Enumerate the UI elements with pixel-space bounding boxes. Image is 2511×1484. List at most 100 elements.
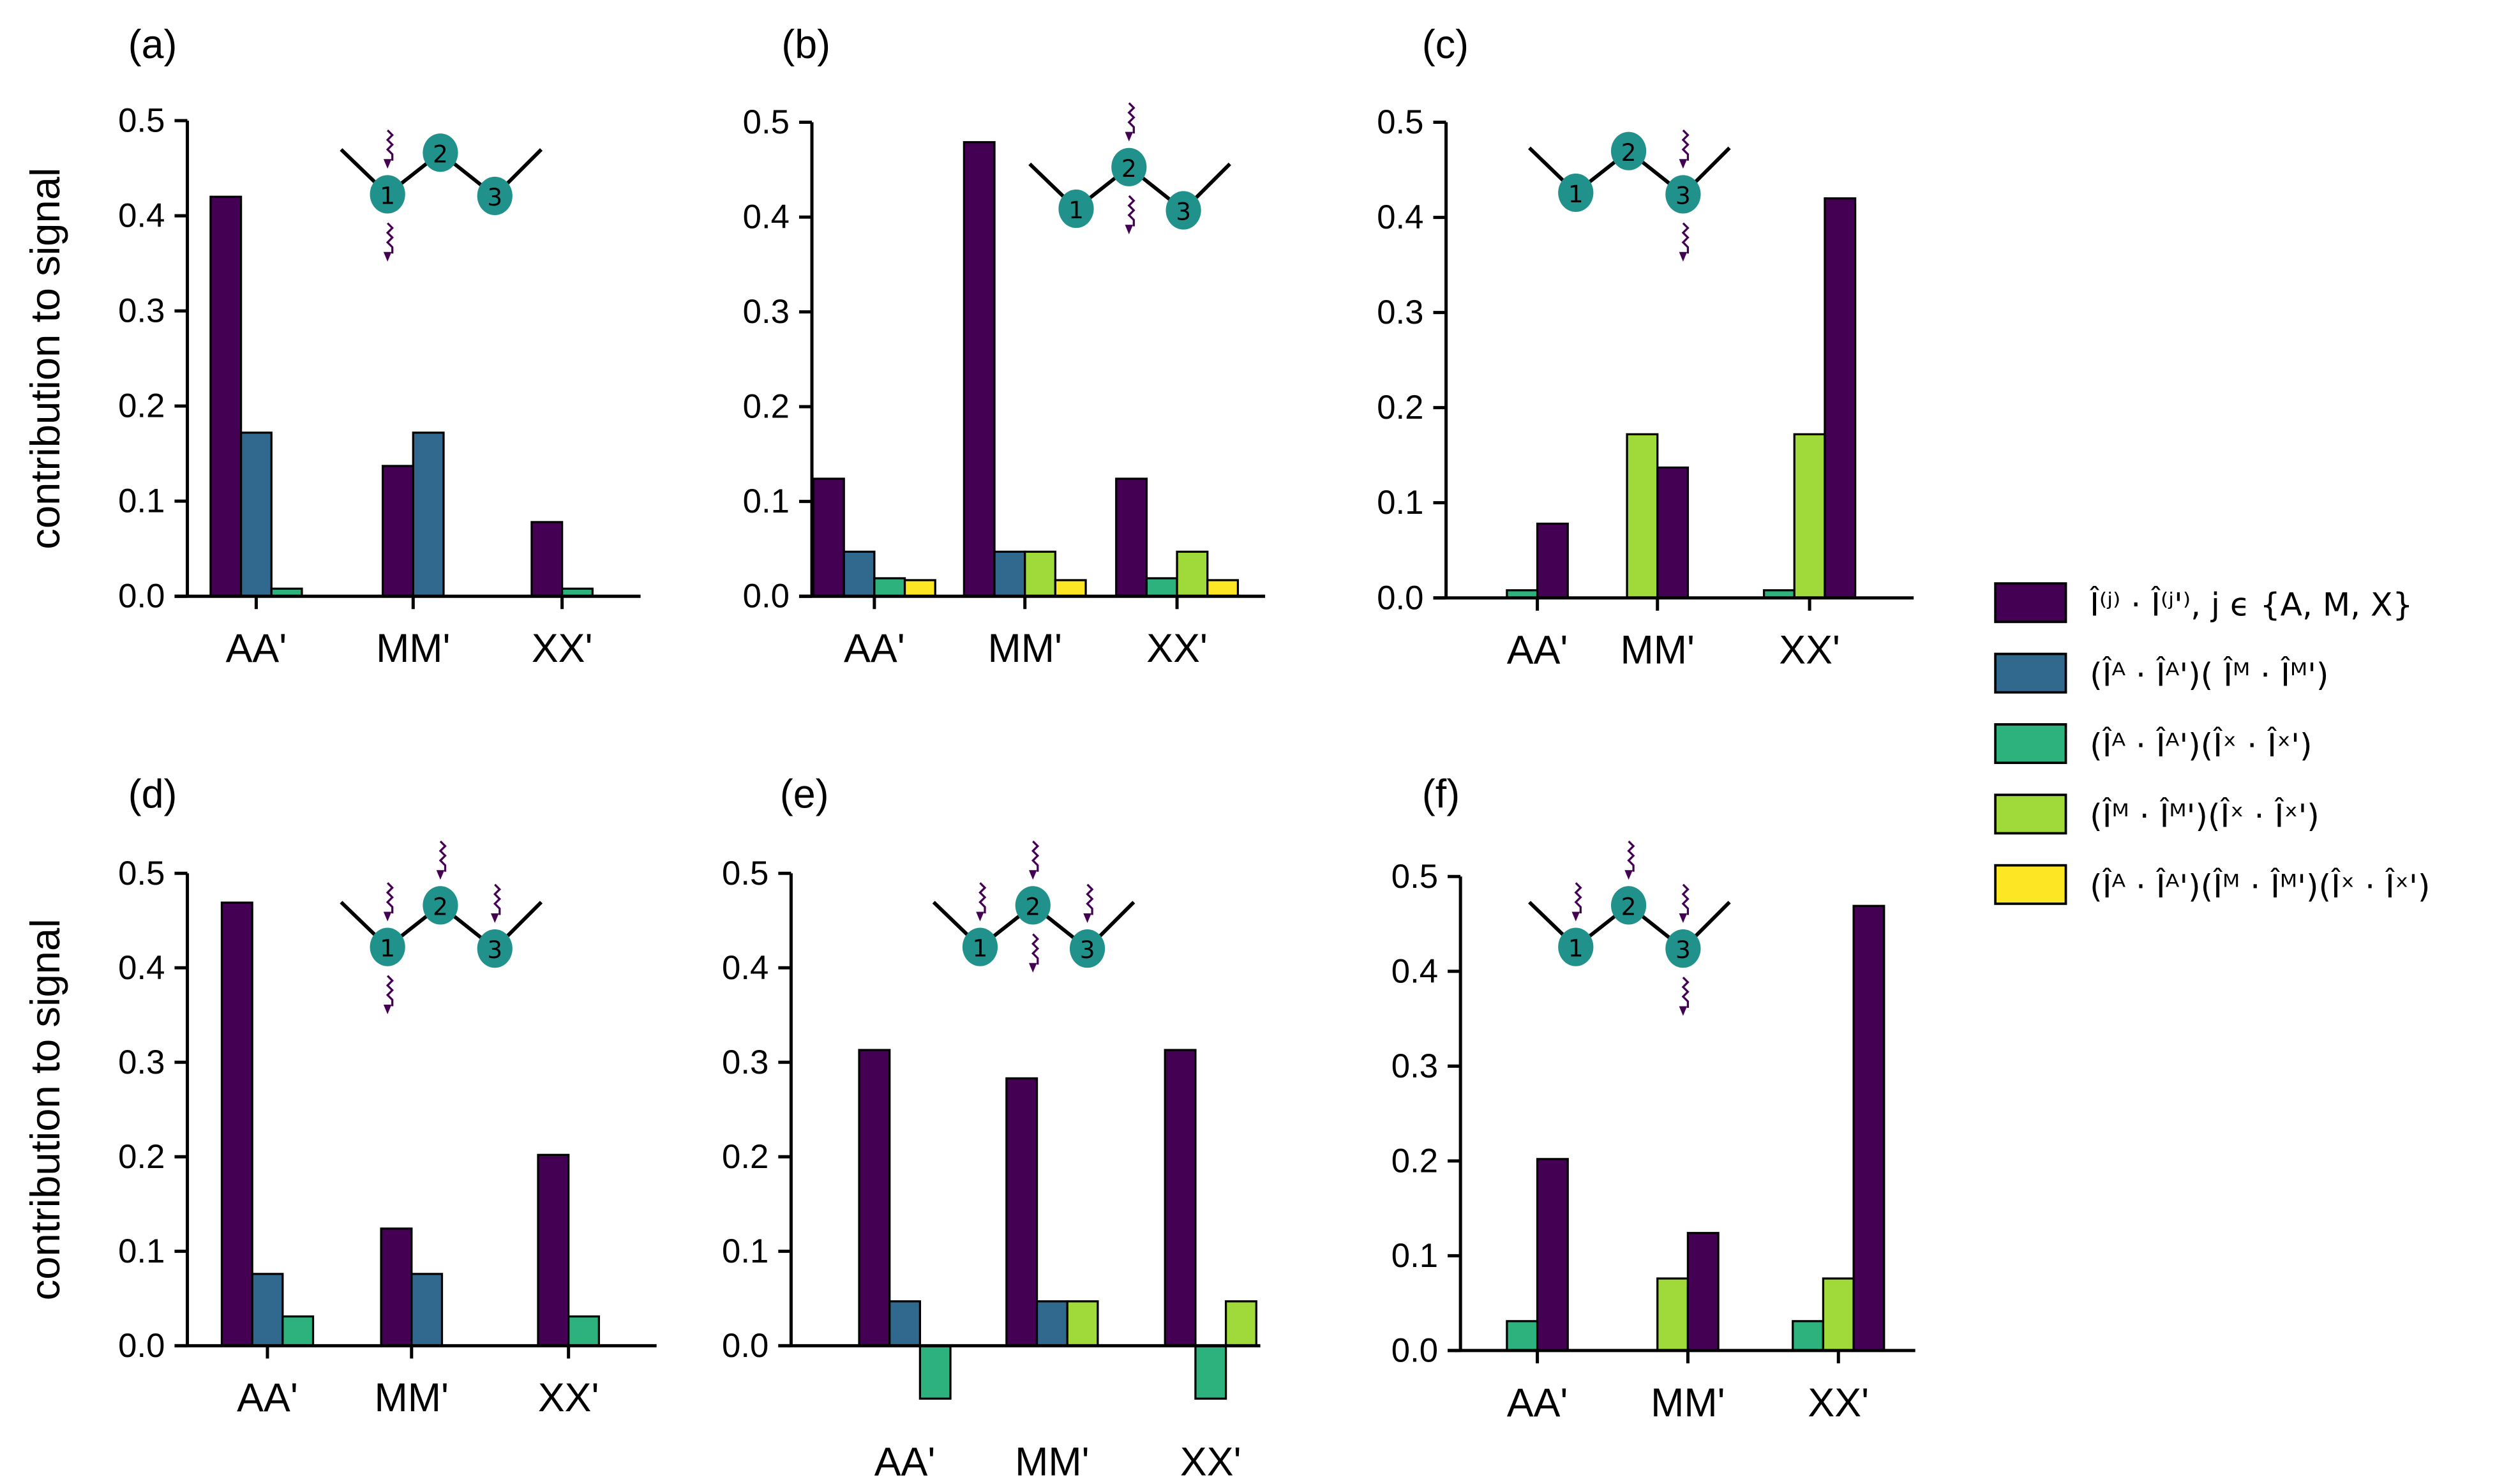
photon-in-icon — [1681, 129, 1690, 161]
y-tick-label: 0.5 — [722, 855, 768, 892]
photon-out-icon — [1681, 977, 1690, 1008]
bar-XXp-s3 — [1224, 1300, 1257, 1347]
bar-AAp-s0 — [858, 1049, 891, 1347]
photon-in-icon-arrowhead — [383, 159, 392, 169]
photon-out-icon-arrowhead — [383, 1004, 392, 1015]
y-tick-label: 0.2 — [1377, 389, 1423, 426]
site-node-3 — [1665, 175, 1701, 214]
photon-in-icon — [493, 883, 502, 915]
y-tick-label: 0.2 — [743, 388, 790, 426]
photon-in-icon — [1127, 102, 1136, 134]
bar-XXp-s3 — [1793, 433, 1826, 599]
panel-label: (c) — [1422, 22, 1469, 67]
panel-b: (b) 0.0 0.1 0.2 0.3 0.4 0.5 AA' MM' XX' 1 2 3 — [743, 22, 1266, 671]
bar-XXp-s3 — [1822, 1277, 1855, 1352]
photon-in-icon-arrowhead — [1028, 870, 1037, 880]
photon-out-icon-arrowhead — [1125, 225, 1134, 235]
photon-in-icon-arrowhead — [490, 913, 499, 924]
bar-MMp-s0 — [1656, 466, 1690, 599]
bar-XXp-s0 — [1164, 1049, 1197, 1347]
x-tick-label: XX' — [532, 626, 593, 671]
site-node-3 — [1069, 929, 1106, 968]
photon-in-icon — [978, 882, 987, 913]
y-tick-label: 0.1 — [1377, 484, 1423, 521]
panel-label: (e) — [780, 772, 829, 816]
y-tick-label: 0.1 — [118, 483, 165, 520]
bar-MMp-s0 — [1005, 1077, 1038, 1347]
bar-AAp-s0 — [220, 901, 253, 1347]
site-node-2 — [423, 133, 458, 172]
bar-AAp-s1 — [888, 1300, 922, 1347]
y-tick-label: 0.5 — [118, 855, 165, 892]
legend-swatch-s1 — [1994, 652, 2067, 694]
site-label-3: 3 — [1675, 182, 1691, 210]
bar-MMp-s3 — [1024, 550, 1057, 597]
site-node-1 — [1058, 189, 1094, 229]
y-tick-label: 0.3 — [743, 293, 790, 331]
legend-swatch-s2 — [1994, 723, 2067, 764]
y-tick-label: 0.4 — [1391, 952, 1438, 990]
x-tick-label: MM' — [1651, 1381, 1725, 1425]
panel-e: (e) 0.0 0.1 0.2 0.3 0.4 0.5 AA' MM' XX' 1 2 3 — [722, 772, 1261, 1484]
x-tick-label: XX' — [1808, 1381, 1869, 1425]
bar-XXp-s0 — [1852, 904, 1885, 1352]
photon-out-icon — [1127, 195, 1136, 227]
bar-AAp-s1 — [251, 1273, 284, 1347]
photon-in-icon — [1086, 883, 1094, 915]
panel-c: (c) 0.0 0.1 0.2 0.3 0.4 0.5 AA' MM' XX' 1 2 3 — [1377, 22, 1914, 673]
site-label-1: 1 — [1068, 196, 1084, 224]
panel-label: (a) — [128, 22, 177, 67]
site-label-3: 3 — [1675, 936, 1691, 964]
x-tick-label: AA' — [1507, 628, 1568, 673]
bar-AAp-s1 — [239, 431, 273, 597]
photon-out-icon — [1681, 222, 1690, 254]
bar-MMp-s0 — [1686, 1232, 1720, 1352]
panel-label: (f) — [1422, 772, 1460, 816]
photon-in-icon-arrowhead — [1624, 870, 1633, 880]
legend-swatch-s3 — [1994, 793, 2067, 835]
photon-out-icon — [1031, 933, 1040, 965]
x-tick-label: XX' — [538, 1375, 599, 1420]
site-label-2: 2 — [1025, 892, 1040, 920]
panel-f: (f) 0.0 0.1 0.2 0.3 0.4 0.5 AA' MM' XX' 1 2 3 — [1391, 772, 1915, 1425]
y-tick-label: 0.0 — [743, 578, 790, 615]
legend-label-s3: (Îᴹ · Îᴹ')(Îˣ · Îˣ') — [2090, 797, 2320, 834]
bar-MMp-s1 — [1035, 1300, 1068, 1347]
y-tick-label: 0.5 — [743, 103, 790, 141]
site-label-3: 3 — [487, 183, 502, 211]
bar-MMp-s1 — [412, 431, 445, 597]
y-tick-label: 0.0 — [1377, 579, 1423, 617]
site-node-3 — [1665, 929, 1701, 968]
site-node-1 — [370, 927, 405, 966]
bar-XXp-s0 — [537, 1153, 570, 1347]
bar-AAp-s1 — [843, 550, 876, 597]
x-tick-label: AA' — [844, 626, 905, 671]
y-tick-label: 0.3 — [1391, 1047, 1438, 1085]
photon-out-icon — [386, 975, 394, 1007]
legend-label-s0: Î⁽ʲ⁾ · Î⁽ʲ'⁾, j ϵ {A, M, X} — [2089, 585, 2413, 623]
site-label-1: 1 — [380, 182, 395, 210]
x-tick-label: AA' — [874, 1440, 936, 1484]
bar-AAp-s0 — [1536, 522, 1569, 599]
y-tick-label: 0.4 — [118, 197, 165, 235]
photon-in-icon-arrowhead — [1083, 913, 1091, 924]
photon-in-icon-arrowhead — [1125, 131, 1134, 142]
molecule-diagram: 1 2 3 — [1528, 840, 1731, 1016]
y-tick-label: 0.1 — [1391, 1237, 1438, 1275]
site-node-2 — [1015, 886, 1051, 925]
site-label-1: 1 — [972, 934, 987, 963]
y-tick-label: 0.0 — [118, 578, 165, 615]
site-label-2: 2 — [433, 892, 448, 920]
x-tick-label: MM' — [1015, 1440, 1089, 1484]
site-node-2 — [423, 886, 458, 925]
panel-label: (d) — [128, 772, 177, 816]
y-tick-label: 0.0 — [118, 1327, 165, 1365]
panel-a: (a) contribution to signal 0.0 0.1 0.2 0.3 0.4… — [22, 22, 641, 671]
photon-in-icon — [1031, 840, 1040, 872]
site-node-1 — [1558, 927, 1594, 966]
photon-in-icon-arrowhead — [436, 870, 445, 880]
x-tick-label: MM' — [375, 1375, 449, 1420]
bar-XXp-s2 — [1792, 1320, 1825, 1352]
site-label-3: 3 — [1176, 198, 1191, 226]
